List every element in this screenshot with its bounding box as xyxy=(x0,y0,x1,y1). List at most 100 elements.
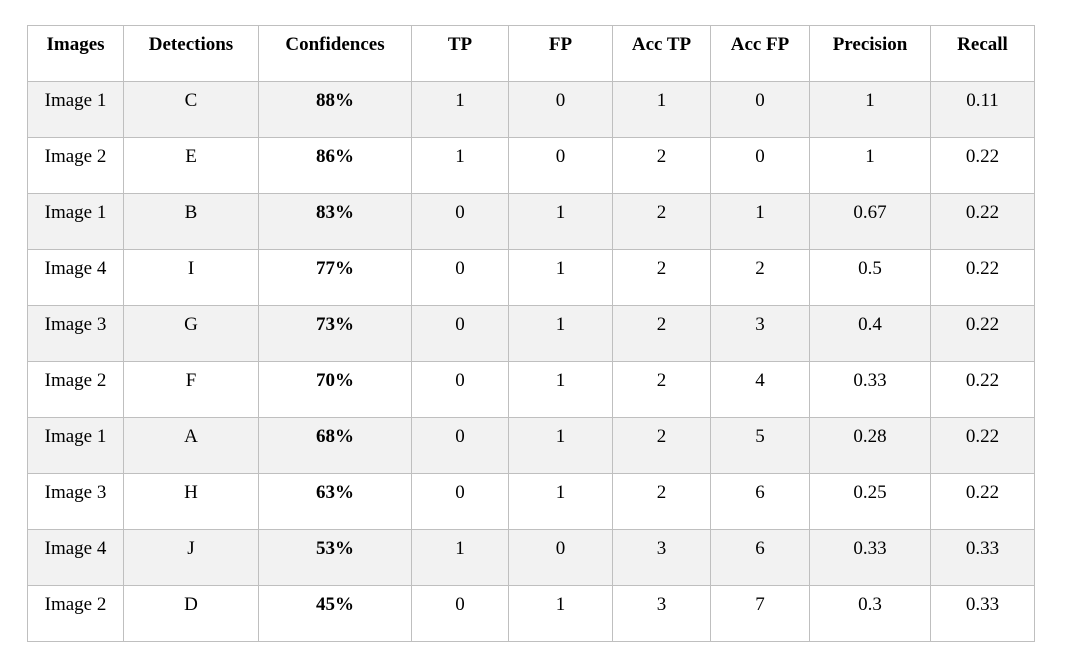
table-cell: C xyxy=(123,81,259,138)
column-header: FP xyxy=(508,25,613,82)
table-cell: J xyxy=(123,529,259,586)
table-cell: 0 xyxy=(508,529,613,586)
table-cell: 6 xyxy=(710,473,810,530)
table-cell: 0.67 xyxy=(809,193,931,250)
table-cell: 70% xyxy=(258,361,412,418)
table-cell: Image 2 xyxy=(27,585,124,642)
column-header: TP xyxy=(411,25,509,82)
table-cell: D xyxy=(123,585,259,642)
column-header: Confidences xyxy=(258,25,412,82)
table-row: Image 1 C 88% 1 0 1 0 1 0.11 xyxy=(27,81,1035,138)
table-cell: B xyxy=(123,193,259,250)
table-cell: 0 xyxy=(411,305,509,362)
table-cell: 0 xyxy=(710,81,810,138)
table-cell: 0.33 xyxy=(809,361,931,418)
table-row: Image 4 I 77% 0 1 2 2 0.5 0.22 xyxy=(27,249,1035,306)
table-cell: Image 3 xyxy=(27,305,124,362)
table-cell: 0.3 xyxy=(809,585,931,642)
table-cell: 0 xyxy=(411,417,509,474)
table-row: Image 2 E 86% 1 0 2 0 1 0.22 xyxy=(27,137,1035,194)
table-row: Image 1 B 83% 0 1 2 1 0.67 0.22 xyxy=(27,193,1035,250)
table-cell: 1 xyxy=(411,137,509,194)
table-cell: 1 xyxy=(508,305,613,362)
column-header: Recall xyxy=(930,25,1035,82)
table-cell: 6 xyxy=(710,529,810,586)
table-cell: 0 xyxy=(411,249,509,306)
table-cell: 0.22 xyxy=(930,305,1035,362)
table-cell: 1 xyxy=(710,193,810,250)
table-cell: 0.33 xyxy=(930,585,1035,642)
column-header: Detections xyxy=(123,25,259,82)
table-cell: 88% xyxy=(258,81,412,138)
table-cell: 2 xyxy=(612,473,711,530)
table-cell: Image 3 xyxy=(27,473,124,530)
table-cell: 0 xyxy=(411,193,509,250)
table-cell: 2 xyxy=(612,193,711,250)
table-cell: 0.11 xyxy=(930,81,1035,138)
table-cell: 3 xyxy=(710,305,810,362)
table-cell: 1 xyxy=(809,137,931,194)
table-cell: 1 xyxy=(508,585,613,642)
table-cell: 1 xyxy=(411,81,509,138)
table-cell: 2 xyxy=(612,305,711,362)
detection-metrics-table: Images Detections Confidences TP FP Acc TP Acc… xyxy=(27,25,1035,642)
column-header: Acc FP xyxy=(710,25,810,82)
table-cell: 2 xyxy=(612,137,711,194)
table-row: Image 1 A 68% 0 1 2 5 0.28 0.22 xyxy=(27,417,1035,474)
table-cell: 73% xyxy=(258,305,412,362)
table-cell: 1 xyxy=(809,81,931,138)
column-header: Images xyxy=(27,25,124,82)
table-cell: 1 xyxy=(612,81,711,138)
table-cell: 5 xyxy=(710,417,810,474)
table-cell: Image 2 xyxy=(27,137,124,194)
table-cell: 7 xyxy=(710,585,810,642)
table-cell: H xyxy=(123,473,259,530)
table-cell: 1 xyxy=(508,417,613,474)
table-cell: 4 xyxy=(710,361,810,418)
table-row: Image 4 J 53% 1 0 3 6 0.33 0.33 xyxy=(27,529,1035,586)
table-cell: 77% xyxy=(258,249,412,306)
table-cell: 0.33 xyxy=(930,529,1035,586)
table-cell: A xyxy=(123,417,259,474)
table-cell: F xyxy=(123,361,259,418)
table-cell: 86% xyxy=(258,137,412,194)
column-header: Acc TP xyxy=(612,25,711,82)
table-cell: 0.22 xyxy=(930,361,1035,418)
table-cell: I xyxy=(123,249,259,306)
table-cell: 0.28 xyxy=(809,417,931,474)
table-cell: Image 1 xyxy=(27,193,124,250)
column-header: Precision xyxy=(809,25,931,82)
table-cell: 1 xyxy=(411,529,509,586)
table-cell: 0.22 xyxy=(930,473,1035,530)
table-cell: 45% xyxy=(258,585,412,642)
table-cell: 0.22 xyxy=(930,417,1035,474)
table-cell: 0.25 xyxy=(809,473,931,530)
table-row: Image 3 H 63% 0 1 2 6 0.25 0.22 xyxy=(27,473,1035,530)
table-cell: 0.22 xyxy=(930,193,1035,250)
table-cell: 0.4 xyxy=(809,305,931,362)
table-cell: 1 xyxy=(508,249,613,306)
table-cell: 68% xyxy=(258,417,412,474)
table-cell: 0.33 xyxy=(809,529,931,586)
table-cell: Image 4 xyxy=(27,529,124,586)
table-cell: Image 2 xyxy=(27,361,124,418)
table-cell: 0.22 xyxy=(930,249,1035,306)
table-cell: Image 1 xyxy=(27,81,124,138)
table-cell: Image 1 xyxy=(27,417,124,474)
table-cell: 0 xyxy=(411,473,509,530)
table-cell: 0 xyxy=(508,81,613,138)
table-cell: 2 xyxy=(612,361,711,418)
table-cell: 53% xyxy=(258,529,412,586)
table-cell: 1 xyxy=(508,361,613,418)
table-cell: E xyxy=(123,137,259,194)
table-cell: 2 xyxy=(612,249,711,306)
table-row: Image 3 G 73% 0 1 2 3 0.4 0.22 xyxy=(27,305,1035,362)
table-cell: 2 xyxy=(612,417,711,474)
table-cell: G xyxy=(123,305,259,362)
table-cell: Image 4 xyxy=(27,249,124,306)
table-cell: 2 xyxy=(710,249,810,306)
table-cell: 0.5 xyxy=(809,249,931,306)
table-cell: 0.22 xyxy=(930,137,1035,194)
table-cell: 3 xyxy=(612,585,711,642)
